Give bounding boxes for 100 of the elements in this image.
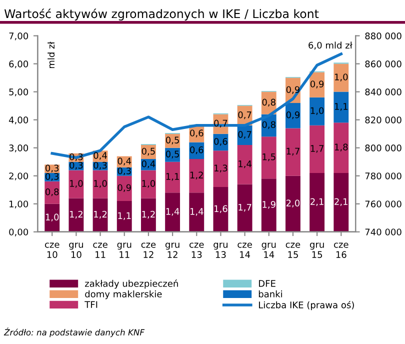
bar <box>237 145 252 184</box>
data-label: 0,6 <box>190 130 204 138</box>
x-tick-label: gru 13 <box>214 242 228 258</box>
data-label: 1,0 <box>46 214 59 222</box>
bar <box>334 64 349 92</box>
data-label: 0,5 <box>166 136 179 144</box>
data-label: 0,9 <box>118 184 131 192</box>
bar <box>213 150 228 188</box>
bar <box>116 176 132 202</box>
y2-tick-label: 780 000 <box>365 172 402 180</box>
y-tick-label: 1,00 <box>10 200 28 208</box>
annotation: 6,0 mld zł <box>308 42 352 50</box>
x-tick-label: cze 10 <box>44 242 60 258</box>
y2-tick-label: 860 000 <box>365 60 402 68</box>
bar <box>189 192 204 232</box>
data-label: 1,1 <box>166 173 179 181</box>
y2-tick-label: 740 000 <box>365 228 402 236</box>
bar <box>310 97 325 126</box>
data-label: 2,1 <box>310 198 324 206</box>
data-label: 0,3 <box>94 162 107 170</box>
bar <box>44 181 60 204</box>
bar <box>261 136 276 179</box>
data-label: 1,2 <box>70 210 82 219</box>
y-axis-title: mld zł <box>48 42 55 68</box>
data-label: 1,8 <box>334 144 348 152</box>
y2-tick-label: 760 000 <box>365 200 402 208</box>
data-label: 1,9 <box>262 201 276 209</box>
bar <box>92 170 108 198</box>
bar <box>68 170 84 198</box>
x-tick-label: cze 15 <box>286 242 300 258</box>
data-label: 1,0 <box>142 180 156 188</box>
data-label: 1,1 <box>118 212 131 220</box>
legend-label: TFI <box>84 301 98 308</box>
x-tick-label: cze 13 <box>189 242 204 258</box>
data-label: 1,4 <box>190 208 204 216</box>
y-tick-label: 4,00 <box>8 116 28 124</box>
data-label: 0,8 <box>46 188 59 196</box>
x-tick-label: gru 14 <box>262 242 276 258</box>
y-tick-label: 7,00 <box>9 32 28 40</box>
bar <box>334 92 349 123</box>
data-label: 0,8 <box>262 121 276 129</box>
chart-title: Wartość aktywów zgromadzonych w IKE / Liczba kont <box>4 8 319 20</box>
bar <box>116 201 132 232</box>
data-label: 0,6 <box>190 146 204 154</box>
x-tick-label: cze 11 <box>93 242 108 258</box>
y2-tick-label: 800 000 <box>365 144 402 152</box>
data-label: 0,7 <box>238 131 252 139</box>
bar <box>140 170 156 198</box>
bar <box>310 72 325 98</box>
data-label: 0,3 <box>46 173 59 181</box>
bar <box>310 173 325 232</box>
data-label: 1,0 <box>334 74 348 82</box>
data-label: 0,7 <box>238 111 252 120</box>
y-tick-label: 6,00 <box>9 60 28 68</box>
data-label: 0,5 <box>166 150 179 158</box>
y-tick-label: 0,00 <box>9 228 28 236</box>
legend-label: zakłady ubezpieczeń <box>85 280 178 289</box>
data-label: 1,7 <box>286 148 300 156</box>
bar <box>189 159 204 193</box>
x-tick-label: cze 12 <box>141 242 156 258</box>
data-label: 0,9 <box>310 80 324 88</box>
data-label: 0,3 <box>70 162 83 170</box>
data-label: 1,4 <box>166 208 180 216</box>
bar <box>165 162 180 193</box>
legend-label: DFE <box>259 280 276 287</box>
data-label: 0,9 <box>286 111 300 120</box>
x-tick-label: gru 15 <box>310 242 324 258</box>
legend-label: Liczba IKE (prawa oś) <box>259 300 354 310</box>
data-label: 1,2 <box>190 172 203 180</box>
data-label: 0,7 <box>214 120 228 128</box>
bar <box>213 187 228 232</box>
data-label: 2,0 <box>286 200 300 208</box>
data-label: 1,0 <box>70 180 83 188</box>
text: Źródło: na podstawie danych KNF <box>4 328 145 338</box>
bar <box>140 198 156 232</box>
bar <box>286 128 300 176</box>
data-label: 1,5 <box>262 154 276 162</box>
data-label: 0,4 <box>142 160 156 168</box>
bar <box>334 122 349 174</box>
data-label: 1,2 <box>142 210 155 219</box>
bar <box>310 125 325 174</box>
bar <box>286 103 300 128</box>
x-tick-label: gru 11 <box>117 242 132 258</box>
data-label: 0,4 <box>118 158 132 166</box>
x-tick-label: gru 10 <box>69 242 83 258</box>
data-label: 1,7 <box>310 145 324 153</box>
bar <box>334 173 349 232</box>
data-label: 0,4 <box>94 152 107 160</box>
x-tick-label: cze 14 <box>238 242 252 258</box>
y2-tick-label: 880 000 <box>365 32 402 40</box>
data-label: 1,7 <box>238 204 252 212</box>
bar <box>68 198 84 232</box>
bar <box>44 204 60 232</box>
data-label: 1,4 <box>238 160 252 168</box>
bar <box>261 178 276 232</box>
data-label: 2,1 <box>334 198 348 206</box>
data-label: 0,8 <box>262 98 276 107</box>
data-label: 1,0 <box>310 107 324 115</box>
bar <box>165 192 180 232</box>
y2-tick-label: 840 000 <box>365 88 402 96</box>
